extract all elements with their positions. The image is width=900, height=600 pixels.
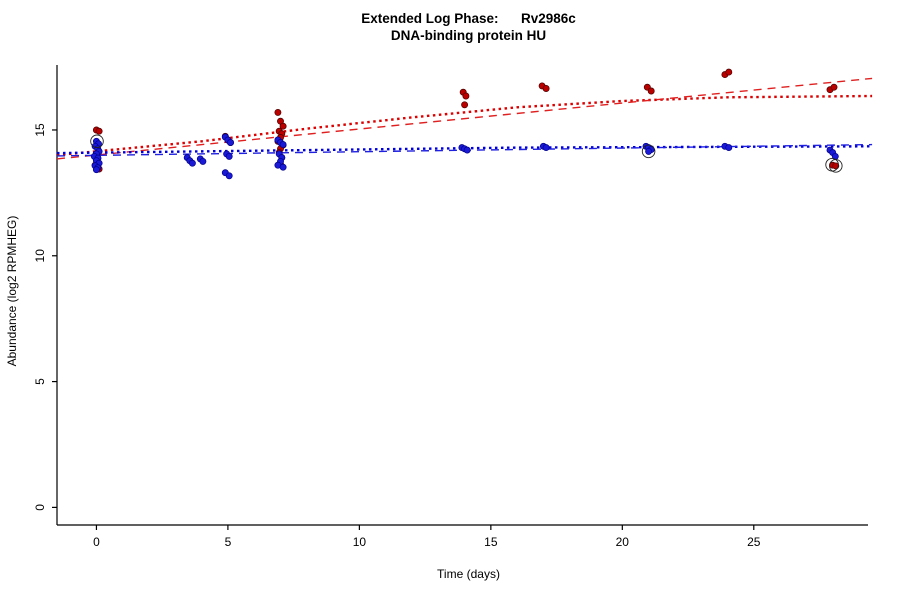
blue-data-point [225, 172, 233, 180]
blue-data-point [279, 141, 287, 149]
red-data-point [542, 85, 550, 92]
red-data-point [830, 83, 838, 91]
x-tick-label: 5 [225, 535, 232, 549]
red-dotted-fit [56, 94, 873, 157]
y-tick-label: 15 [33, 123, 47, 137]
x-tick-label: 10 [353, 535, 367, 549]
circled-point-marker [829, 159, 843, 173]
circled-point-marker [90, 134, 104, 149]
blue-data-point [542, 144, 550, 152]
y-tick-label: 5 [33, 378, 47, 385]
chart-title: Extended Log Phase: Rv2986c DNA-binding … [57, 10, 880, 44]
y-tick-label: 10 [33, 249, 47, 263]
blue-data-point [645, 147, 653, 155]
blue-data-point [725, 144, 733, 152]
x-tick-label: 15 [484, 535, 498, 549]
x-axis-title: Time (days) [437, 567, 500, 581]
blue-data-point [227, 139, 234, 146]
circled-point-marker [641, 144, 656, 159]
red-data-point [95, 127, 103, 135]
red-data-point [462, 92, 470, 100]
x-tick-label: 20 [616, 535, 630, 549]
y-axis-title: Abundance (log2 RPMHEG) [5, 216, 19, 367]
red-data-point [279, 122, 287, 130]
red-data-point [461, 101, 469, 109]
blue-data-point [225, 152, 233, 160]
blue-data-point [199, 157, 207, 165]
red-data-point [725, 68, 733, 76]
red-dashed-fit [56, 77, 873, 160]
y-tick-label: 0 [33, 504, 47, 511]
chart-title-line1: Extended Log Phase: Rv2986c [361, 11, 576, 26]
red-data-point [274, 108, 282, 116]
x-tick-label: 0 [93, 535, 100, 549]
blue-data-point [279, 163, 287, 171]
blue-data-point [188, 159, 196, 167]
x-tick-label: 25 [747, 535, 761, 549]
red-data-point [647, 87, 655, 95]
blue-data-point [92, 166, 100, 174]
chart-title-line2: DNA-binding protein HU [390, 28, 547, 43]
blue-data-point [463, 146, 471, 154]
